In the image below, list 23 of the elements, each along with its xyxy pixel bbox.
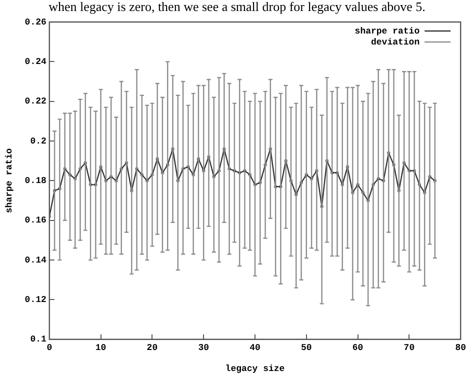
x-axis-title: legacy size [225, 364, 285, 374]
y-tick-label: 0.24 [24, 56, 47, 67]
y-tick-label: 0.14 [24, 255, 47, 266]
legend-label: deviation [370, 37, 420, 48]
y-tick-label: 0.2 [30, 136, 46, 146]
x-tick-label: 50 [300, 343, 312, 354]
y-axis-title: sharpe ratio [4, 148, 15, 214]
x-tick-label: 20 [146, 343, 158, 354]
x-tick-label: 0 [46, 343, 52, 354]
text: when legacy is zero, then we see a small drop for legacy values above 5. [48, 0, 426, 14]
x-tick-label: 40 [250, 343, 260, 354]
y-tick-label: 0.16 [24, 216, 46, 226]
y-tick-label: 0.22 [24, 96, 46, 107]
y-tick-label: 0.1 [30, 334, 47, 345]
legend-label: sharpe ratio [354, 26, 420, 36]
x-tick-label: 60 [352, 343, 364, 354]
y-tick-label: 0.26 [24, 17, 46, 28]
y-tick-label: 0.12 [24, 294, 46, 305]
y-tick-label: 0.18 [24, 176, 46, 186]
x-tick-label: 70 [404, 343, 415, 354]
x-tick-label: 80 [455, 343, 466, 354]
x-tick-label: 10 [95, 343, 106, 354]
x-tick-label: 30 [198, 343, 210, 354]
